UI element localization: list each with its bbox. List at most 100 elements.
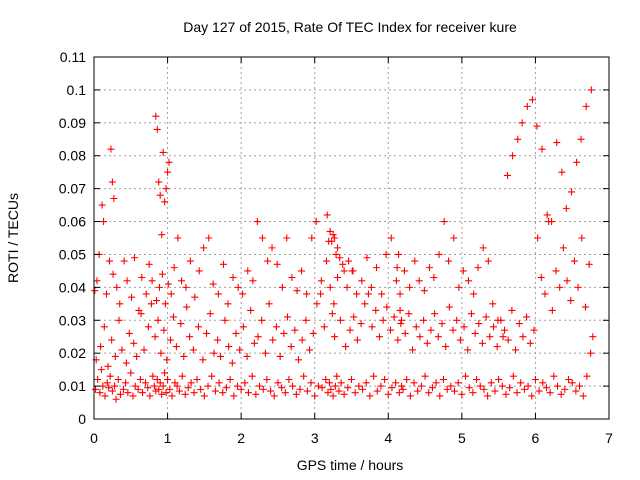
data-point <box>204 382 212 390</box>
data-point <box>373 387 381 395</box>
data-point <box>313 300 321 308</box>
data-point <box>482 313 490 321</box>
data-point <box>370 372 378 380</box>
data-point <box>164 280 172 288</box>
data-point <box>152 112 160 120</box>
data-point <box>460 323 468 331</box>
data-point <box>568 379 576 387</box>
data-point <box>314 382 322 390</box>
data-point <box>162 185 170 193</box>
data-point <box>469 389 477 397</box>
data-point <box>283 313 291 321</box>
data-point <box>309 329 317 337</box>
y-tick-label: 0.02 <box>59 345 86 361</box>
data-point <box>101 392 109 400</box>
data-point <box>411 257 419 265</box>
data-point <box>509 152 517 160</box>
data-point <box>334 244 342 252</box>
data-point <box>576 382 584 390</box>
data-point <box>561 385 569 393</box>
data-point <box>479 244 487 252</box>
data-point <box>134 385 142 393</box>
data-point <box>519 333 527 341</box>
data-point <box>243 352 251 360</box>
data-point <box>244 267 252 275</box>
data-point <box>147 300 155 308</box>
data-point <box>337 379 345 387</box>
data-point <box>214 336 222 344</box>
data-point <box>190 389 198 397</box>
data-point <box>170 264 178 272</box>
data-point <box>253 218 261 226</box>
data-point <box>136 376 144 384</box>
data-point <box>478 339 486 347</box>
data-point <box>366 392 374 400</box>
data-point <box>531 376 539 384</box>
data-point <box>491 387 499 395</box>
data-point <box>340 390 348 398</box>
data-point <box>146 392 154 400</box>
data-point <box>127 369 135 377</box>
data-point <box>152 387 160 395</box>
y-tick-label: 0.08 <box>59 148 86 164</box>
data-point <box>115 316 123 324</box>
data-point <box>123 277 131 285</box>
data-point <box>205 234 213 242</box>
data-point <box>167 336 175 344</box>
data-point <box>449 326 457 334</box>
data-point <box>474 264 482 272</box>
data-point <box>100 323 108 331</box>
data-point <box>91 287 99 295</box>
data-point <box>280 329 288 337</box>
data-point <box>288 273 296 281</box>
data-point <box>168 392 176 400</box>
data-point <box>153 376 161 384</box>
data-point <box>534 234 542 242</box>
data-point <box>122 359 130 367</box>
x-tick-labels: 0 1 2 3 4 5 6 7 <box>90 430 613 446</box>
x-tick-label: 0 <box>90 430 98 446</box>
data-point <box>518 119 526 127</box>
data-point <box>317 277 325 285</box>
data-point <box>336 254 344 262</box>
data-point <box>493 343 501 351</box>
data-point <box>128 293 136 301</box>
data-point <box>151 333 159 341</box>
data-point <box>167 290 175 298</box>
data-point <box>562 204 570 212</box>
data-point <box>93 277 101 285</box>
data-point <box>557 390 565 398</box>
data-point <box>108 387 116 395</box>
data-point <box>331 234 339 242</box>
data-point <box>387 234 395 242</box>
data-point <box>572 387 580 395</box>
data-point <box>116 300 124 308</box>
data-point <box>368 323 376 331</box>
data-point <box>345 257 353 265</box>
data-point <box>499 333 507 341</box>
data-point <box>361 300 369 308</box>
data-point <box>169 313 177 321</box>
data-point <box>533 122 541 130</box>
data-point <box>291 326 299 334</box>
data-point <box>486 333 494 341</box>
data-point <box>292 390 300 398</box>
data-point <box>150 382 158 390</box>
data-point <box>138 273 146 281</box>
data-point <box>367 283 375 291</box>
data-point <box>348 376 355 384</box>
data-point <box>428 384 436 392</box>
data-point <box>467 310 475 318</box>
data-point <box>187 379 195 387</box>
data-point <box>425 264 433 272</box>
data-point <box>332 250 340 258</box>
data-point <box>326 227 334 235</box>
data-point <box>504 336 512 344</box>
data-point <box>268 244 276 252</box>
data-point <box>162 389 170 397</box>
data-point <box>439 376 447 384</box>
data-point <box>445 257 453 265</box>
data-point <box>105 257 113 265</box>
data-point <box>228 359 236 367</box>
data-point <box>335 387 343 395</box>
